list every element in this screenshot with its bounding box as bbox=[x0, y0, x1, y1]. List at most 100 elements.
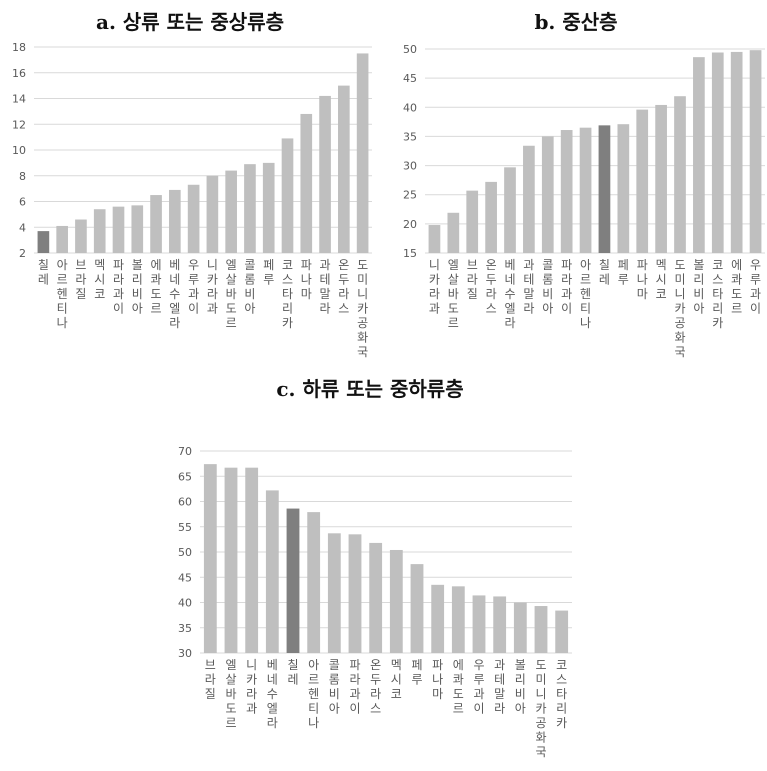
bar-멕시코 bbox=[655, 104, 667, 253]
bar-볼리비아 bbox=[513, 602, 527, 653]
bar-파나마 bbox=[300, 113, 313, 253]
bar-도미니카공화국 bbox=[356, 53, 369, 253]
bar-아르헨티나 bbox=[579, 127, 592, 253]
bar-파나마 bbox=[636, 109, 649, 253]
bar-멕시코 bbox=[389, 549, 403, 653]
bar-베네수엘라 bbox=[265, 490, 279, 653]
bar-과테말라 bbox=[493, 596, 507, 653]
y-tick-label: 35 bbox=[403, 130, 417, 143]
y-tick-label: 2 bbox=[19, 247, 26, 260]
bar-니카라과 bbox=[206, 175, 219, 253]
bar-엘살바도르 bbox=[225, 170, 237, 253]
bar-멕시코 bbox=[93, 209, 106, 253]
bar-과테말라 bbox=[319, 95, 331, 253]
bar-페루 bbox=[410, 564, 424, 653]
bar-도미니카공화국 bbox=[674, 96, 686, 253]
y-tick-label: 45 bbox=[178, 571, 192, 584]
bar-콜롬비아 bbox=[541, 136, 554, 253]
y-tick-label: 20 bbox=[403, 218, 417, 231]
bar-볼리비아 bbox=[131, 205, 144, 253]
bar-파라과이 bbox=[112, 206, 125, 253]
chart-title-c: c. 하류 또는 중하류층 bbox=[276, 377, 464, 401]
bar-브라질 bbox=[466, 190, 479, 253]
bar-파라과이 bbox=[560, 130, 573, 253]
y-tick-label: 14 bbox=[12, 93, 26, 106]
bar-우루과이 bbox=[749, 50, 762, 254]
bar-아르헨티나 bbox=[307, 512, 321, 653]
bar-페루 bbox=[262, 162, 275, 253]
y-tick-label: 25 bbox=[403, 189, 417, 202]
y-tick-label: 50 bbox=[403, 43, 417, 56]
y-tick-label: 15 bbox=[403, 247, 417, 260]
y-tick-label: 40 bbox=[403, 101, 417, 114]
y-tick-label: 65 bbox=[178, 470, 192, 483]
bar-페루 bbox=[617, 124, 630, 253]
bar-칠레 bbox=[37, 231, 50, 253]
bar-엘살바도르 bbox=[224, 467, 238, 653]
bar-엘살바도르 bbox=[447, 212, 460, 253]
bar-콜롬비아 bbox=[244, 164, 256, 253]
bar-온두라스 bbox=[369, 542, 383, 653]
y-tick-label: 45 bbox=[403, 72, 417, 85]
bar-니카라과 bbox=[428, 225, 441, 253]
bar-아르헨티나 bbox=[56, 225, 68, 253]
chart-panel-b: b. 중산층 15 20 25 30 35 40 45 50 니 카 라 과 엘 살 바 도 르 브 라 질 온 두 라 스 베… bbox=[385, 0, 767, 380]
y-tick-label: 6 bbox=[19, 196, 26, 209]
y-tick-label: 70 bbox=[178, 445, 192, 458]
chart-title-a: a. 상류 또는 중상류층 bbox=[95, 10, 284, 34]
y-tick-label: 4 bbox=[19, 221, 26, 234]
y-tick-label: 30 bbox=[178, 647, 192, 660]
y-tick-label: 60 bbox=[178, 496, 192, 509]
bar-베네수엘라 bbox=[504, 167, 516, 253]
bar-에콰도르 bbox=[451, 586, 465, 653]
bar-파나마 bbox=[431, 584, 445, 653]
bar-에콰도르 bbox=[150, 195, 162, 253]
bar-온두라스 bbox=[485, 181, 497, 253]
bar-베네수엘라 bbox=[169, 189, 181, 253]
bar-우루과이 bbox=[187, 184, 200, 253]
bar-브라질 bbox=[203, 464, 217, 653]
bar-chart-a: 2 4 6 8 10 12 14 16 18 칠 레 아 르 헨 티 나 브 라 질 멕 시 코 파 라 과 이 볼 리 비 아 에 콰 도 르 베… bbox=[12, 41, 372, 359]
bar-코스타리카 bbox=[555, 610, 569, 653]
